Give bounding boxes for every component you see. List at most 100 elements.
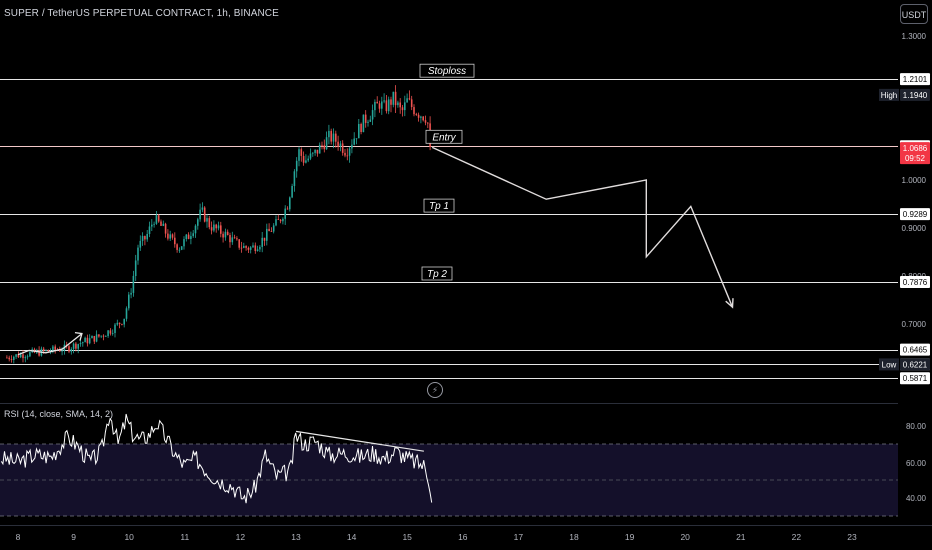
candle-body [84,337,86,343]
candle-body [160,221,162,226]
candle-body [155,215,158,224]
candle-body [164,223,167,234]
candle-body [376,101,378,104]
candle-body [171,234,174,238]
candle-body [238,239,240,248]
candle-body [410,99,413,107]
candle-body [206,218,208,222]
level-tag-tp-2: Tp 2 [427,269,447,280]
candle-body [139,240,142,248]
candle-body [13,356,15,360]
time-tick: 13 [291,532,301,542]
candle-body [318,144,321,154]
candle-body [38,350,40,356]
level-tag-stoploss: Stoploss [428,66,466,77]
candle-body [263,237,266,241]
candle-body [323,145,326,150]
candle-body [344,152,346,156]
level-tag-entry: Entry [432,132,456,143]
time-tick: 22 [792,532,802,542]
time-tick: 15 [402,532,412,542]
candle-body [394,91,397,106]
candle-body [109,330,112,334]
time-tick: 9 [71,532,76,542]
candle-body [88,338,91,344]
candle-body [316,149,319,154]
candle-body [169,234,171,239]
candle-body [77,344,79,349]
price-label-4-bg [900,343,930,356]
candle-body [284,208,286,219]
candle-body [259,246,261,250]
time-tick: 18 [569,532,579,542]
candle-body [107,330,109,336]
candle-body [217,225,220,229]
candle-body [309,153,312,159]
candle-body [70,349,73,352]
candle-body [233,237,236,239]
candle-body [178,249,181,251]
candle-body [401,107,404,111]
candle-body [100,335,102,337]
candle-body [231,237,234,243]
candle-body [187,234,190,239]
chart-title: SUPER / TetherUS PERPETUAL CONTRACT, 1h,… [4,8,279,19]
high-price: 1.1940 [903,91,928,100]
candle-body [341,143,344,153]
candle-body [75,343,77,349]
candle-body [277,219,280,220]
rsi-divergence-line [295,430,424,452]
arrow-head-icon [74,331,83,341]
candle-body [192,233,194,237]
candle-body [151,224,153,227]
low-price-bg [900,358,930,371]
candlesticks [6,85,431,364]
candle-body [289,197,291,210]
candle-body [243,246,245,248]
price-label-2-bg [900,208,930,221]
currency-selector[interactable]: USDT [900,4,928,24]
price-tick: 1.0000 [902,176,927,185]
candle-body [293,171,296,186]
candle-body [427,122,429,124]
price-label-4: 0.6465 [903,346,928,355]
candle-body [397,102,399,106]
candle-body [167,233,169,239]
candle-body [328,130,330,138]
candle-body [95,334,98,342]
candle-body [381,101,383,109]
price-label-3: 0.7876 [903,278,928,287]
candle-body [417,114,420,118]
candle-body [26,356,29,358]
candle-body [374,101,376,111]
price-label-0-bg [900,73,930,86]
time-tick: 23 [847,532,857,542]
candle-body [275,219,277,226]
candle-body [137,247,139,261]
candle-body [91,336,93,339]
candle-body [185,234,188,239]
lightning-icon[interactable]: ⚡ [427,382,443,398]
candle-body [378,103,381,109]
rsi-indicator-label[interactable]: RSI (14, close, SMA, 14, 2) [4,409,114,419]
rsi-tick: 60.00 [906,459,927,468]
candle-body [6,357,8,359]
candle-body [114,324,116,333]
time-tick: 17 [514,532,524,542]
candle-body [332,133,335,142]
candle-body [54,346,56,350]
high-tag: High [881,91,897,100]
level-tag-box [423,198,455,213]
trend-arrow-line [17,333,83,356]
level-lines [0,79,898,379]
candle-body [45,349,47,351]
current-price-bg [900,142,930,165]
candle-body [130,292,132,295]
rsi-tick: 40.00 [906,494,927,503]
low-tag: Low [882,360,897,369]
candle-body [291,186,293,198]
time-tick: 14 [347,532,357,542]
candle-body [213,224,215,231]
candle-body [153,223,155,225]
